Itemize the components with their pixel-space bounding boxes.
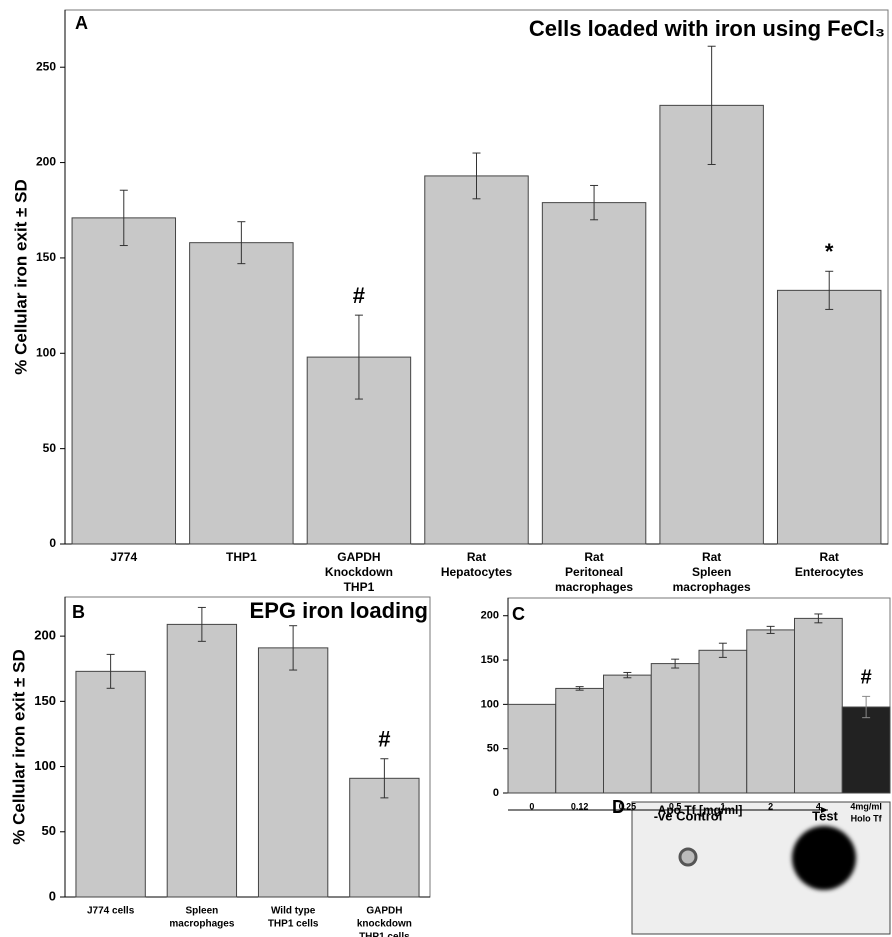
y-tick-label: 50 (487, 743, 499, 755)
annotation: * (825, 239, 834, 264)
x-tick-label: 4mg/ml (850, 801, 882, 811)
y-tick-label: 150 (481, 654, 499, 666)
y-tick-label: 100 (481, 698, 499, 710)
x-tick-label: macrophages (555, 580, 633, 594)
bar (795, 618, 843, 793)
x-tick-label: Peritoneal (565, 565, 623, 579)
bar (777, 290, 880, 544)
bar (842, 707, 890, 793)
x-tick-label: Knockdown (325, 565, 393, 579)
x-tick-label: Wild type (271, 906, 316, 917)
panel-letter: B (72, 602, 85, 622)
bar (258, 648, 327, 897)
x-tick-label: THP1 cells (359, 932, 410, 937)
x-tick-label: Spleen (692, 565, 731, 579)
x-tick-label: THP1 (344, 580, 375, 594)
bar (76, 671, 145, 897)
bar (604, 675, 652, 793)
control-spot (680, 849, 696, 865)
x-axis-label: Apo Tf [mg/ml] (658, 803, 743, 817)
chart-title: EPG iron loading (250, 598, 428, 623)
y-tick-label: 200 (481, 610, 499, 622)
bar (660, 105, 763, 544)
y-tick-label: 200 (36, 155, 56, 169)
x-tick-label: Rat (820, 550, 839, 564)
y-tick-label: 150 (34, 693, 56, 708)
x-tick-label: J774 (110, 550, 137, 564)
y-tick-label: 150 (36, 250, 56, 264)
x-tick-label: Spleen (185, 906, 218, 917)
panel-letter: A (75, 13, 88, 33)
y-tick-label: 100 (36, 345, 56, 359)
x-tick-label: GAPDH (337, 550, 380, 564)
bar (508, 704, 556, 793)
bar (747, 630, 795, 793)
x-tick-label: Rat (467, 550, 486, 564)
annotation: # (861, 667, 872, 689)
bar (699, 650, 747, 793)
x-tick-label: Rat (702, 550, 721, 564)
y-tick-label: 0 (49, 536, 56, 550)
bar (542, 203, 645, 544)
chart-title: Cells loaded with iron using FeCl₃ (529, 16, 885, 41)
figure: D -ve Control Test 050100150200250J774TH… (0, 0, 892, 937)
x-tick-label: knockdown (357, 919, 412, 930)
y-axis-label: % Cellular iron exit ± SD (9, 649, 28, 844)
bar (167, 624, 236, 897)
x-tick-label: macrophages (673, 580, 751, 594)
bar (425, 176, 528, 544)
x-tick-label: THP1 (226, 550, 257, 564)
y-tick-label: 0 (493, 787, 499, 799)
x-tick-label: GAPDH (366, 906, 402, 917)
x-tick-label: THP1 cells (268, 919, 319, 930)
bar (651, 664, 699, 793)
y-tick-label: 0 (49, 888, 56, 903)
bar (556, 688, 604, 793)
x-tick-label: Rat (584, 550, 603, 564)
y-tick-label: 50 (42, 823, 56, 838)
y-axis-label: % Cellular iron exit ± SD (11, 179, 30, 374)
test-spot (792, 826, 856, 890)
y-tick-label: 50 (43, 441, 57, 455)
x-tick-label: Enterocytes (795, 565, 864, 579)
annotation: # (378, 727, 390, 752)
annotation: # (353, 283, 365, 308)
y-tick-label: 200 (34, 628, 56, 643)
x-tick-label: J774 cells (87, 906, 135, 917)
x-tick-label: macrophages (169, 919, 234, 930)
y-tick-label: 100 (34, 758, 56, 773)
x-tick-label: Holo Tf (851, 813, 883, 823)
x-tick-label: Hepatocytes (441, 565, 513, 579)
bar (72, 218, 175, 544)
panel-letter: C (512, 604, 525, 624)
bar (190, 243, 293, 544)
y-tick-label: 250 (36, 59, 56, 73)
page: {"chart_data":[ {"type":"bar","panel":"A… (0, 0, 892, 937)
